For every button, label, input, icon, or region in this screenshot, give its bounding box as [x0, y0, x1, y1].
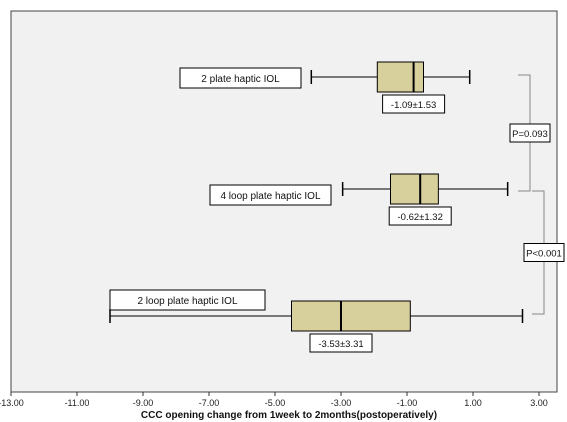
x-axis-title: CCC opening change from 1week to 2months…: [141, 410, 437, 421]
p-value-box: [509, 123, 551, 143]
group-label-box: [179, 67, 302, 89]
stat-label: -3.53±3.31: [318, 339, 363, 350]
box: [291, 300, 411, 332]
p-value-label: P<0.001: [526, 249, 562, 260]
group-label: 4 loop plate haptic IOL: [220, 191, 321, 202]
group-label: 2 loop plate haptic IOL: [137, 296, 238, 307]
x-tick-label: -1.00: [397, 398, 418, 408]
stat-label-box: [309, 333, 373, 353]
group-0: 2 plate haptic IOL -1.09±1.53: [179, 61, 471, 114]
p-value-box: [523, 243, 565, 262]
x-tick-label: -5.00: [265, 398, 286, 408]
x-tick-label: -13.00: [0, 398, 24, 408]
stat-label: -1.09±1.53: [391, 100, 436, 111]
group-2: 2 loop plate haptic IOL -3.53±3.31: [109, 289, 524, 353]
group-label-box: [109, 289, 266, 311]
x-tick-label: -9.00: [133, 398, 154, 408]
x-tick-label: -11.00: [65, 398, 90, 408]
p-value-label: P=0.093: [512, 129, 548, 140]
stat-label-box: [382, 94, 446, 114]
box: [376, 61, 424, 93]
x-tick-label: -3.00: [331, 398, 352, 408]
group-label: 2 plate haptic IOL: [201, 74, 280, 85]
x-tick-label: -7.00: [199, 398, 220, 408]
stat-label-box: [388, 206, 452, 226]
x-tick-label: 3.00: [530, 398, 548, 408]
group-1: 4 loop plate haptic IOL -0.62±1.32: [209, 173, 509, 226]
box: [390, 173, 439, 205]
stat-label: -0.62±1.32: [398, 212, 443, 223]
group-label-box: [209, 184, 332, 206]
x-tick-label: 1.00: [464, 398, 482, 408]
